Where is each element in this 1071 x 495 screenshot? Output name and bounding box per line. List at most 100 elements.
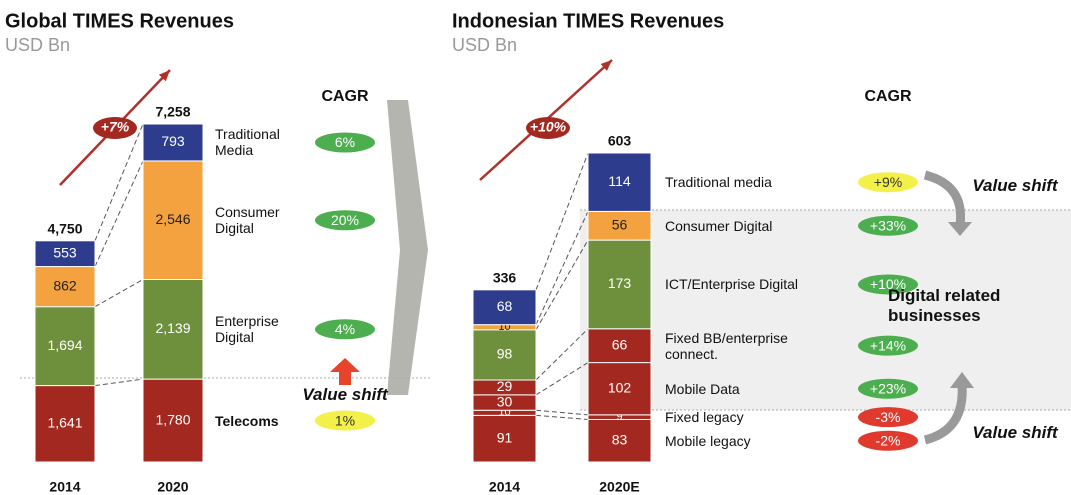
data-label: 83 [612,431,628,447]
x-tick-label: 2014 [49,479,80,495]
bar-segment [587,239,652,330]
legend-label: Fixed BB/enterprise connect. [665,329,788,362]
connector [535,152,589,290]
cagr-pill [858,407,918,428]
annotation: Digital related businesses [888,286,1001,325]
data-label: 9 [616,411,622,423]
bar-segment [587,328,652,364]
data-label: 793 [161,133,185,149]
growth-label: +7% [101,119,130,135]
bar-segment [34,266,96,308]
bar-segment [472,414,537,463]
data-label: 30 [497,393,513,409]
cagr-pill [315,132,375,153]
cagr-pill [315,410,375,431]
connector [94,279,144,308]
shift-arrow [950,372,974,388]
bar-segment [34,240,96,268]
legend-label: Traditional Media [215,126,280,159]
bar-segment [587,362,652,416]
connector [535,362,589,396]
shift-arrow [923,170,966,226]
chart-title: Indonesian TIMES Revenues [452,10,724,32]
chart-subtitle: USD Bn [5,35,70,55]
legend-label: ICT/Enterprise Digital [665,276,799,293]
connector [535,414,589,420]
legend-label: Enterprise Digital [215,313,279,346]
x-tick-label: 2020 [157,479,188,495]
chart-subtitle: USD Bn [452,35,517,55]
data-label: 66 [612,336,628,352]
cagr-pill [315,210,375,231]
cagr-title: CAGR [321,88,369,105]
connector [535,328,589,381]
data-label: 91 [497,429,513,445]
shift-arrow [330,358,360,385]
cagr-label: +23% [870,380,906,396]
growth-arrow-head [158,70,170,82]
annotation: Value shift [972,176,1058,195]
data-label: 173 [608,275,632,291]
cagr-label: 1% [335,412,355,428]
legend-label: Traditional media [665,174,772,191]
total-label: 336 [493,270,517,286]
data-label: 2,546 [155,211,190,227]
total-label: 4,750 [47,220,82,236]
cagr-label: -3% [876,409,901,425]
cagr-label: +9% [874,174,902,190]
cagr-title: CAGR [864,88,912,105]
total-label: 7,258 [155,104,190,120]
data-label: 56 [612,216,628,232]
bar-segment [587,210,652,241]
connector [535,211,589,325]
bar-segment [142,378,204,463]
legend-label: Telecoms [215,412,279,429]
bar-segment [142,160,204,280]
data-label: 29 [497,378,513,394]
data-label: 553 [53,244,77,260]
data-label: 68 [497,298,513,314]
digital-band [580,210,1071,410]
cagr-label: +10% [870,276,906,292]
x-tick-label: 2020E [599,479,639,495]
cagr-label: +14% [870,337,906,353]
transition-arrow [387,100,428,395]
annotation: Value shift [972,423,1058,442]
growth-badge [526,117,570,139]
cagr-pill [315,319,375,340]
shift-arrow [923,384,967,445]
bar-segment [472,289,537,326]
bar-segment [587,152,652,212]
bar-segment [34,385,96,463]
growth-label: +10% [530,119,567,135]
shift-arrow [948,222,972,236]
cagr-pill [858,335,918,356]
data-label: 114 [608,173,631,189]
legend-label: Mobile Data [665,380,740,397]
x-tick-label: 2014 [489,479,520,495]
cagr-label: 4% [335,321,355,337]
cagr-label: -2% [876,432,901,448]
connector [94,123,144,241]
cagr-pill [858,274,918,295]
connector [535,239,589,331]
cagr-label: 6% [335,134,355,150]
legend-label: Mobile legacy [665,432,751,449]
annotation: Value shift [302,385,388,404]
legend-label: Consumer Digital [215,204,280,237]
data-label: 98 [497,346,513,362]
data-label: 1,694 [47,337,82,353]
legend-label: Fixed legacy [665,409,744,426]
cagr-pill [858,430,918,451]
data-label: 102 [608,379,632,395]
bar-segment [142,123,204,162]
data-label: 862 [53,277,77,293]
total-label: 603 [608,133,632,149]
legend-label: Consumer Digital [665,217,773,234]
growth-badge [93,117,137,139]
bar-segment [587,418,652,463]
cagr-label: 20% [331,212,359,228]
bar-segment [472,329,537,381]
